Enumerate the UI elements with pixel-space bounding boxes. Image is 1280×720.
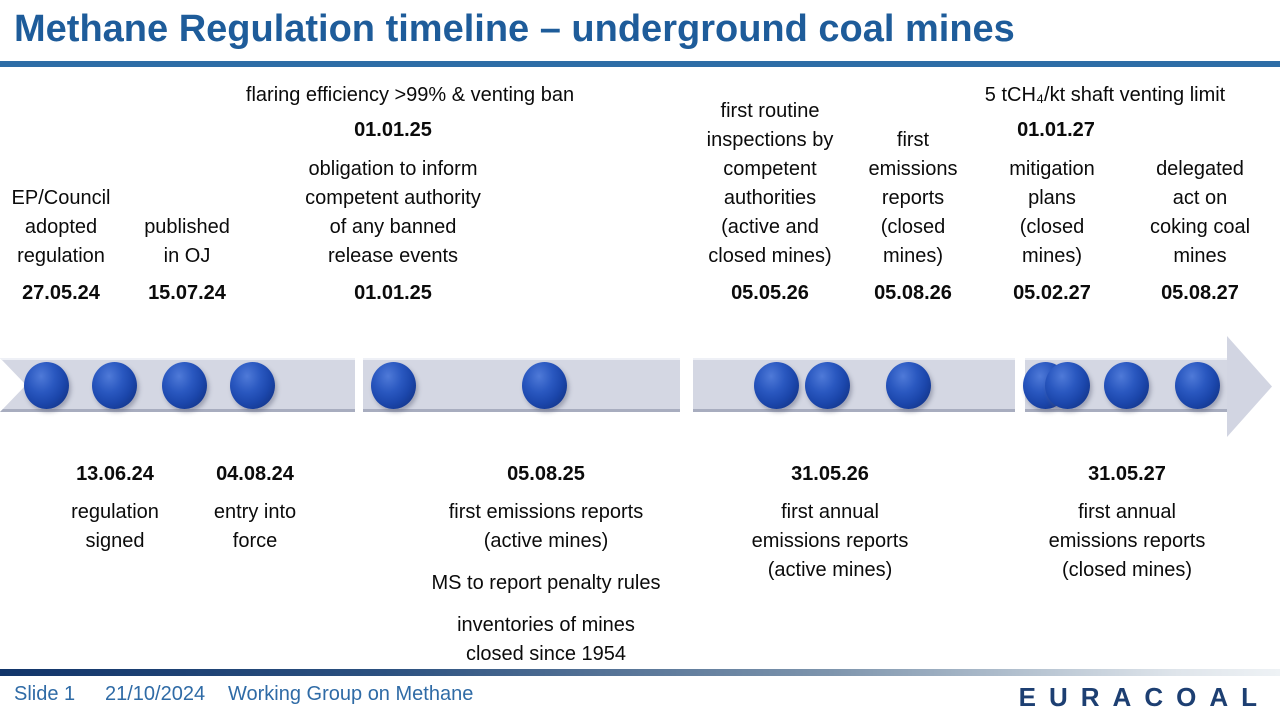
event-label: first emissions reports (active mines) (448, 501, 644, 552)
event-regulation-signed: 13.06.24 regulation signed (35, 460, 195, 556)
event-date: 01.01.25 (354, 282, 432, 304)
timeline-dot (162, 362, 207, 409)
event-first-emissions-reports-active: 05.08.25 first emissions reports (active… (396, 460, 696, 669)
timeline-dot (24, 362, 69, 409)
footer-group-name: Working Group on Methane (228, 683, 474, 705)
timeline-dot (230, 362, 275, 409)
timeline-dot (805, 362, 850, 409)
event-date: 05.08.25 (507, 463, 585, 485)
timeline-dot (886, 362, 931, 409)
event-label: EP/Council adopted regulation (11, 187, 111, 267)
event-label: first annual emissions reports (closed m… (1048, 501, 1206, 581)
event-date: 04.08.24 (216, 463, 294, 485)
event-label: published in OJ (144, 216, 230, 267)
arrow-segment-3 (693, 358, 1015, 412)
event-date: 27.05.24 (22, 282, 100, 304)
event-emissions-reports-closed: first emissions reports (closed mines) 0… (856, 126, 970, 308)
event-label: first routine inspections by competent a… (706, 100, 834, 267)
event-delegated-act: delegated act on coking coal mines 05.08… (1133, 155, 1267, 308)
headline-venting-limit-date: 01.01.27 (1017, 119, 1095, 141)
event-date: 05.08.26 (874, 282, 952, 304)
timeline-dot (754, 362, 799, 409)
event-label: entry into force (213, 501, 297, 552)
event-extra-penalty-rules: MS to report penalty rules (431, 572, 661, 594)
event-routine-inspections: first routine inspections by competent a… (688, 97, 852, 308)
headline-flaring-text: flaring efficiency >99% & venting ban (245, 84, 575, 106)
event-mitigation-plans: mitigation plans (closed mines) 05.02.27 (992, 155, 1112, 308)
timeline-dot (1104, 362, 1149, 409)
event-published-oj: published in OJ 15.07.24 (132, 213, 242, 308)
event-annual-reports-active: 31.05.26 first annual emissions reports … (720, 460, 940, 585)
event-extra-inventories: inventories of mines closed since 1954 (457, 614, 635, 665)
footer-slide-number: Slide 1 (14, 683, 76, 705)
event-date: 31.05.26 (791, 463, 869, 485)
event-obligation-inform: obligation to inform competent authority… (278, 155, 508, 308)
event-date: 05.05.26 (731, 282, 809, 304)
timeline-dot (1045, 362, 1090, 409)
event-date: 15.07.24 (148, 282, 226, 304)
timeline-dot (522, 362, 567, 409)
event-entry-into-force: 04.08.24 entry into force (185, 460, 325, 556)
event-date: 31.05.27 (1088, 463, 1166, 485)
event-annual-reports-closed: 31.05.27 first annual emissions reports … (1017, 460, 1237, 585)
footer-date: 21/10/2024 (105, 683, 206, 705)
event-label: first annual emissions reports (active m… (751, 501, 909, 581)
event-label: regulation signed (71, 501, 159, 552)
event-date: 13.06.24 (76, 463, 154, 485)
event-label: obligation to inform competent authority… (305, 158, 481, 267)
footer-accent-bar (0, 669, 1280, 676)
headline-venting-limit-text: 5 tCH₄/kt shaft venting limit (984, 84, 1226, 106)
event-ep-council: EP/Council adopted regulation 27.05.24 (0, 184, 122, 308)
euracoal-logo: EURACOAL (1018, 682, 1270, 712)
timeline-dot (1175, 362, 1220, 409)
timeline-dot (371, 362, 416, 409)
event-label: mitigation plans (closed mines) (1009, 158, 1095, 267)
event-label: first emissions reports (closed mines) (868, 129, 958, 267)
headline-flaring-date: 01.01.25 (354, 119, 432, 141)
event-date: 05.02.27 (1013, 282, 1091, 304)
title-rule (0, 61, 1280, 67)
timeline-dot (92, 362, 137, 409)
arrow-head (1227, 336, 1272, 437)
event-label: delegated act on coking coal mines (1149, 158, 1251, 267)
event-date: 05.08.27 (1161, 282, 1239, 304)
page-title: Methane Regulation timeline – undergroun… (14, 8, 1015, 50)
